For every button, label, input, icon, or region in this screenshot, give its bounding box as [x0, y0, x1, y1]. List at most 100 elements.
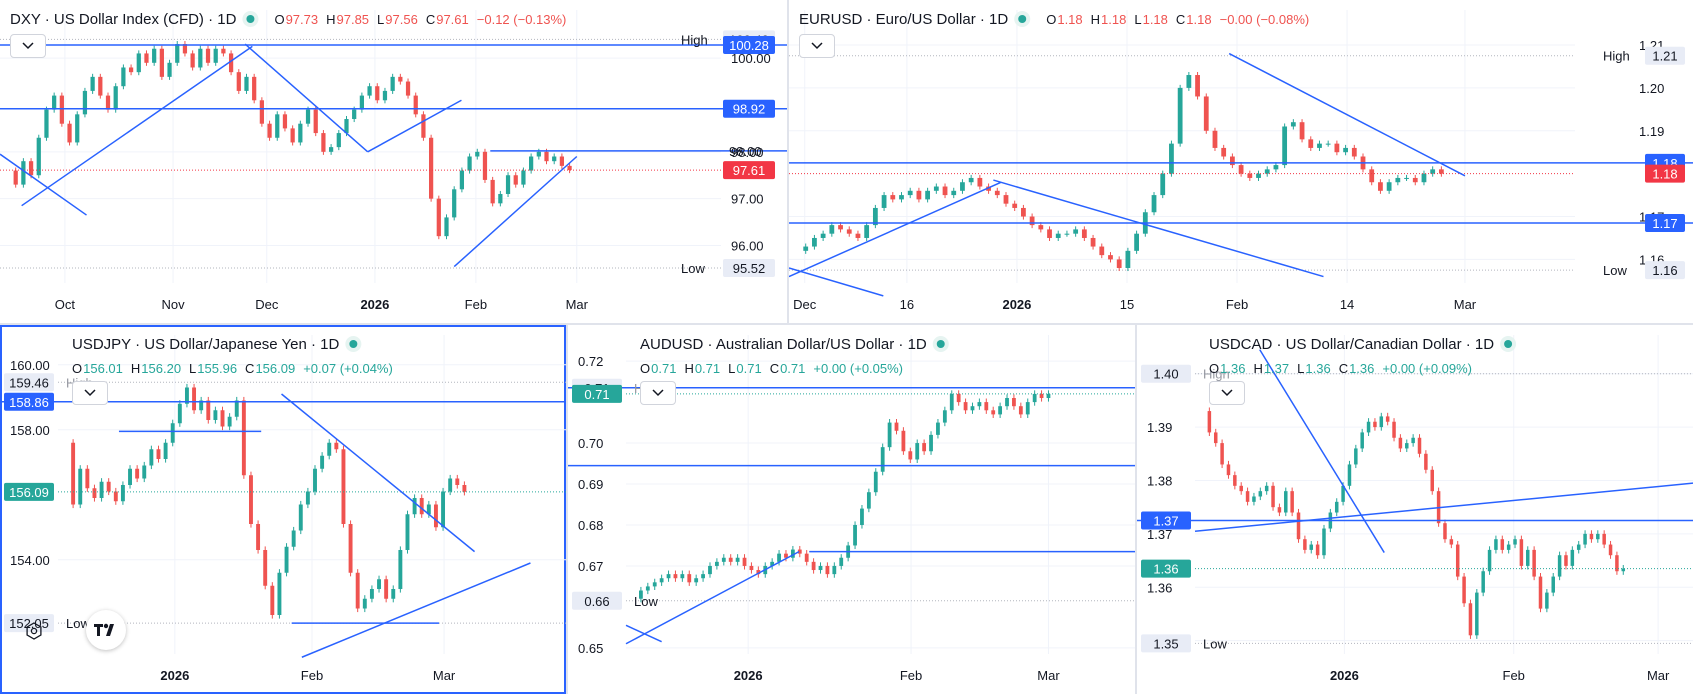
gear-icon[interactable] [24, 621, 44, 641]
candle-body [128, 67, 134, 73]
time-tick-label: Dec [255, 297, 279, 312]
chart-pane-usdcad[interactable]: 1.401.391.381.371.361.351.40High1.35Low1… [1137, 325, 1693, 694]
price-axis[interactable]: 100.00 98.00 97.00 96.00 [731, 51, 771, 253]
symbol-title[interactable]: DXY · US Dollar Index (CFD) · 1D [10, 11, 237, 28]
trend-line[interactable] [789, 181, 1002, 278]
candle-body [220, 410, 225, 427]
time-axis[interactable]: Oct Nov Dec 2026 Feb Mar [55, 297, 589, 312]
candle-body [249, 475, 253, 524]
symbol-legend[interactable]: EURUSD · Euro/US Dollar · 1D O 1.18 H 1.18 L 1… [799, 11, 1309, 28]
legend-collapse-button[interactable] [10, 34, 46, 58]
candle-body [320, 455, 325, 469]
symbol-legend[interactable]: AUDUSD · Australian Dollar/US Dollar · 1… [640, 336, 949, 376]
candle-body [327, 442, 332, 456]
low-value-label: 95.52 [723, 259, 775, 278]
candle-body [1169, 143, 1174, 174]
price-tick-label: 1.38 [1147, 473, 1172, 488]
price-tick-label: 0.67 [578, 559, 603, 574]
time-axis[interactable]: 2026 Feb Mar [734, 668, 1061, 683]
trend-line[interactable] [625, 624, 662, 643]
chart-canvas[interactable]: 1.401.391.381.371.361.351.40High1.35Low1… [1137, 325, 1693, 694]
trend-line[interactable] [789, 267, 884, 297]
price-axis[interactable]: 160.00 158.00 154.00 [10, 358, 50, 568]
symbol-title[interactable]: AUDUSD · Australian Dollar/US Dollar · 1… [640, 336, 927, 353]
trend-line[interactable] [993, 179, 1324, 278]
candle-body [175, 44, 180, 63]
candle-body [832, 565, 837, 575]
candle-body [305, 109, 311, 124]
chart-pane-usdjpy[interactable]: 160.00158.00154.00159.46High152.05Low158… [0, 325, 566, 694]
symbol-legend[interactable]: USDCAD · US Dollar/Canadian Dollar · 1D O… [1209, 336, 1517, 376]
candle-body [236, 72, 241, 91]
time-tick-label: Mar [1647, 668, 1670, 683]
time-tick-label: Mar [1454, 297, 1477, 312]
time-tick-label: Feb [1226, 297, 1248, 312]
trend-line[interactable] [1259, 349, 1385, 553]
market-open-dot-icon-core [1018, 15, 1027, 23]
chart-canvas[interactable]: 0.720.700.690.680.670.650.71High0.66Low0… [568, 325, 1135, 694]
candle-body [873, 471, 878, 493]
price-axis[interactable]: 0.72 0.70 0.69 0.68 0.67 0.65 [578, 354, 603, 656]
pane-divider[interactable] [787, 0, 789, 323]
legend-collapse-button[interactable] [799, 34, 835, 58]
chart-pane-audusd[interactable]: 0.720.700.690.680.670.650.71High0.66Low0… [568, 325, 1135, 694]
symbol-title[interactable]: USDCAD · US Dollar/Canadian Dollar · 1D [1209, 336, 1494, 353]
trend-line[interactable] [625, 550, 800, 645]
chart-canvas[interactable]: 100.0098.0097.0096.00High100.40Low95.521… [0, 0, 787, 323]
line-price-badge-text: 98.92 [733, 102, 766, 117]
last-price-badge-bg [4, 482, 54, 501]
pane-divider[interactable] [0, 323, 1693, 325]
candle-body [1125, 250, 1131, 268]
trend-line[interactable] [0, 153, 87, 216]
price-axis[interactable]: 1.401.391.381.371.361.35 [1147, 367, 1172, 649]
symbol-title[interactable]: USDJPY · US Dollar/Japanese Yen · 1D [72, 336, 340, 353]
trend-line[interactable] [244, 43, 369, 153]
candle-body [421, 114, 426, 138]
symbol-legend[interactable]: USDJPY · US Dollar/Japanese Yen · 1DO 156… [72, 336, 393, 376]
candle-body [933, 186, 939, 191]
chart-pane-dxy[interactable]: 100.0098.0097.0096.00High100.40Low95.521… [0, 0, 787, 323]
time-axis[interactable]: 2026 Feb Mar [160, 668, 456, 683]
candle-body [1576, 544, 1581, 550]
candle-body [1411, 437, 1415, 444]
trend-line[interactable] [21, 45, 253, 207]
legend-collapse-button[interactable] [72, 381, 108, 405]
symbol-title[interactable]: EURUSD · Euro/US Dollar · 1D [799, 11, 1008, 28]
candle-body [652, 582, 657, 587]
candle-body [152, 48, 157, 63]
trend-line[interactable] [453, 155, 578, 268]
trend-line[interactable] [281, 393, 476, 553]
trend-line[interactable] [1228, 52, 1466, 177]
legend-collapse-button[interactable] [1209, 381, 1245, 405]
candle-body [1229, 156, 1235, 166]
candle-body [267, 123, 272, 138]
pane-divider[interactable] [1135, 325, 1137, 694]
candle-body [259, 100, 264, 124]
trend-line[interactable] [301, 562, 531, 658]
candle-body [270, 585, 275, 615]
time-tick-label: 2026 [160, 668, 189, 683]
candle-body [234, 400, 239, 417]
chart-pane-eurusd[interactable]: 1.211.201.191.171.16High1.21Low1.161.181… [789, 0, 1693, 323]
price-axis[interactable]: 1.211.201.191.171.16 [1639, 38, 1664, 267]
candle-body [405, 514, 410, 550]
tradingview-logo-icon[interactable] [86, 610, 126, 650]
pane-divider[interactable] [566, 325, 568, 694]
time-axis[interactable]: 2026 Feb Mar [1330, 668, 1670, 683]
line-price-badge: 158.86 [4, 392, 54, 411]
candle-body [1526, 549, 1530, 566]
candle-body [113, 86, 118, 110]
time-axis[interactable]: Dec 16 2026 15 Feb 14 Mar [793, 297, 1477, 312]
candles [71, 383, 467, 619]
candle-body [887, 422, 892, 448]
candle-body [1538, 576, 1543, 609]
chart-canvas[interactable]: 1.211.201.191.171.16High1.21Low1.161.181… [789, 0, 1693, 323]
candle-body [1038, 225, 1044, 230]
trend-line[interactable] [367, 99, 462, 153]
low-label: Low [66, 616, 90, 631]
symbol-legend[interactable]: DXY · US Dollar Index (CFD) · 1D O 97.73 H 9… [10, 11, 566, 28]
trend-line[interactable] [1194, 482, 1693, 532]
legend-collapse-button[interactable] [640, 381, 676, 405]
candle-body [136, 53, 141, 73]
candle-body [413, 95, 418, 115]
